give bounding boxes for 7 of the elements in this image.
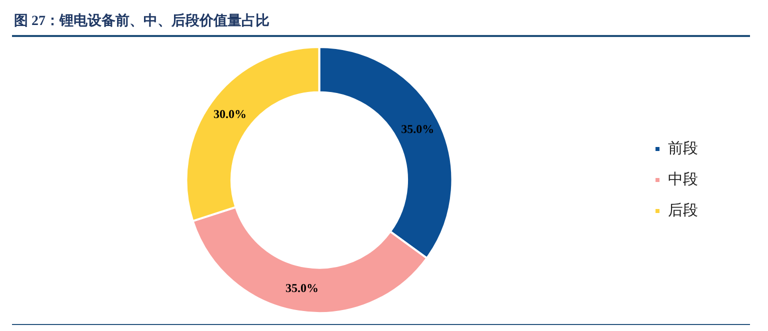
- data-label: 30.0%: [213, 107, 246, 122]
- chart-title: 图 27：锂电设备前、中、后段价值量占比: [14, 12, 270, 30]
- legend-label: 后段: [668, 202, 698, 219]
- legend-label: 中段: [668, 170, 698, 188]
- data-label: 35.0%: [285, 281, 318, 296]
- data-label: 35.0%: [401, 122, 434, 136]
- legend-label: 前段: [668, 140, 698, 157]
